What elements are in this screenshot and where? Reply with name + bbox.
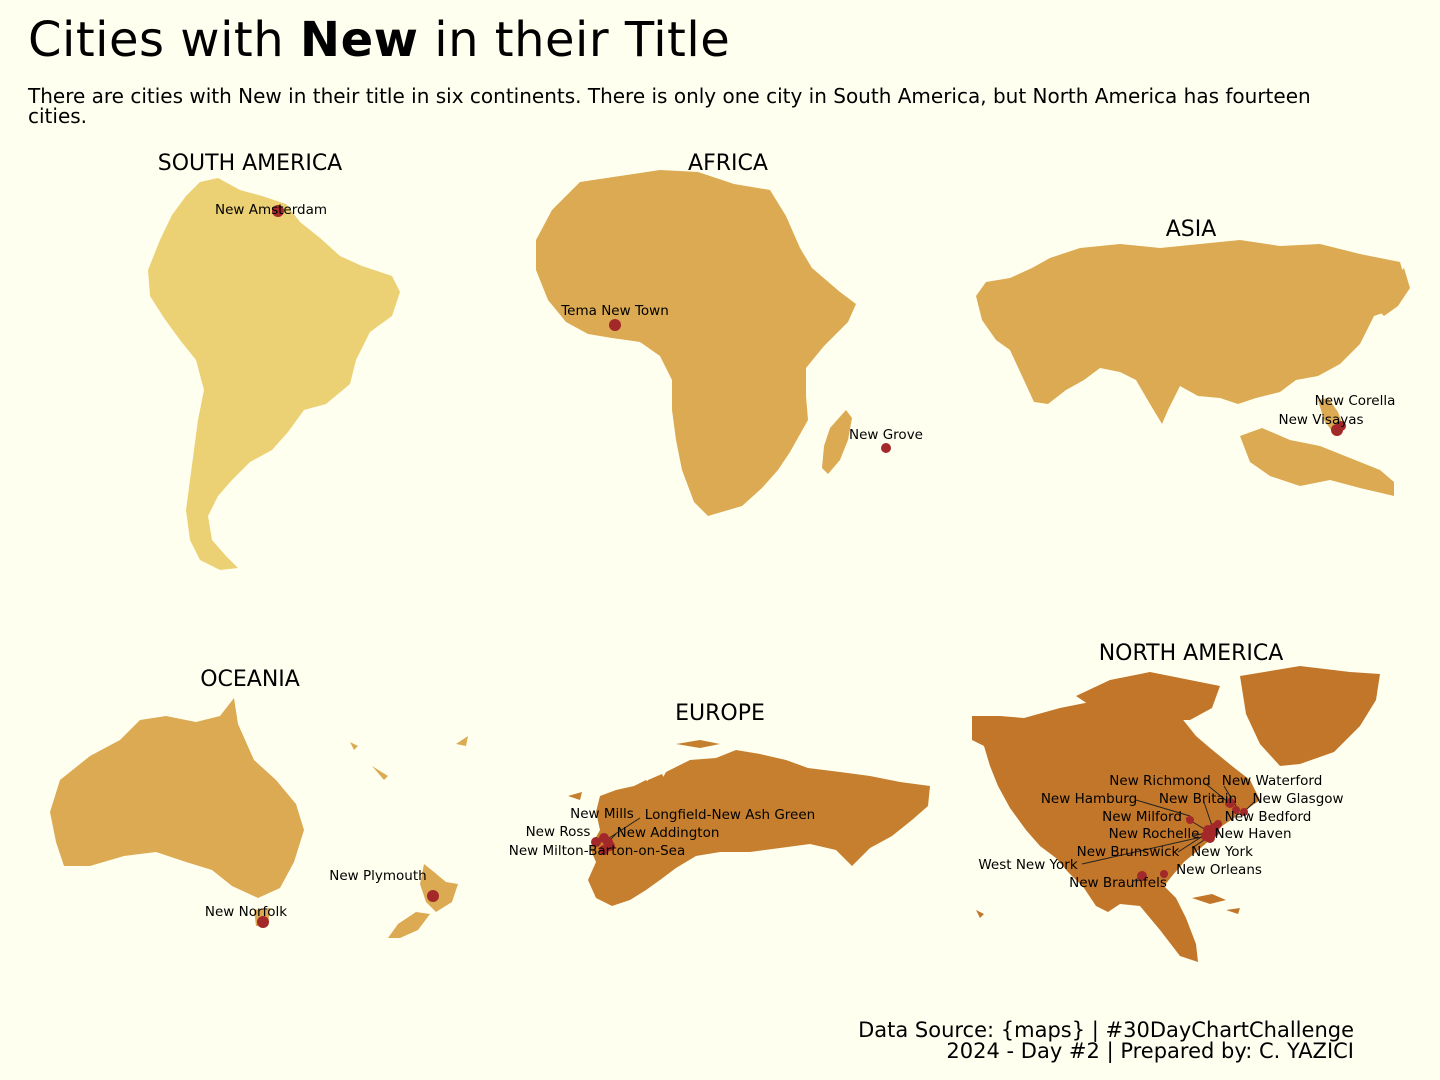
city-label-new-amsterdam: New Amsterdam	[215, 202, 327, 218]
city-label-west-new-york: West New York	[978, 857, 1077, 873]
city-label-new-milford: New Milford	[1102, 809, 1182, 825]
city-label-new-hamburg: New Hamburg	[1041, 791, 1137, 807]
caribbean-shape	[976, 894, 1240, 918]
city-label-new-glasgow: New Glasgow	[1252, 791, 1343, 807]
australia-shape	[50, 698, 304, 898]
asia-shape	[976, 240, 1408, 424]
city-dot-new-glasgow	[1240, 808, 1248, 816]
madagascar-shape	[822, 410, 852, 474]
city-label-new-norfolk: New Norfolk	[205, 904, 287, 920]
city-label-new-grove: New Grove	[849, 427, 923, 443]
city-label-new-waterford: New Waterford	[1222, 773, 1323, 789]
city-dot-new-braunfels	[1137, 871, 1147, 881]
leader-west-new-york	[1081, 835, 1207, 865]
leader-new-britain	[1203, 801, 1213, 827]
city-dot-new-plymouth	[427, 890, 439, 902]
city-label-tema-new-town: Tema New Town	[560, 303, 669, 319]
leader-new-hamburg	[1135, 799, 1191, 817]
city-dot-new-grove	[881, 443, 891, 453]
city-label-new-orleans: New Orleans	[1176, 862, 1262, 878]
asia-panel: ASIA New Corella New Visayas	[976, 217, 1410, 496]
leader-longfield-new-ash-green	[605, 817, 641, 841]
city-label-new-milton-barton-on-sea: New Milton-Barton-on-Sea	[509, 843, 686, 859]
city-label-new-brunswick: New Brunswick	[1077, 844, 1180, 860]
title-suffix: in their Title	[418, 12, 731, 68]
continent-title-oceania: OCEANIA	[200, 667, 300, 692]
north-america-panel: NORTH AMERICA New Richmond New W	[972, 641, 1380, 962]
oceania-panel: OCEANIA New Plymouth New Norfolk	[50, 667, 468, 938]
africa-shape	[536, 170, 856, 516]
city-dot-new-orleans	[1160, 870, 1168, 878]
southeast-asia-islands-shape	[1240, 428, 1394, 496]
leader-new-richmond	[1205, 783, 1229, 803]
europe-russia-shape	[588, 750, 930, 906]
caption-credit: 2024 - Day #2 | Prepared by: C. YAZICI	[946, 1039, 1354, 1063]
city-dot-new-corella	[1336, 421, 1346, 431]
north-america-shape	[972, 700, 1260, 962]
city-dot-new-waterford	[1232, 806, 1240, 814]
africa-panel: AFRICA Tema New Town New Grove	[536, 151, 923, 516]
city-label-new-mills: New Mills	[570, 806, 634, 822]
continent-title-north-america: NORTH AMERICA	[1099, 641, 1284, 666]
continent-title-africa: AFRICA	[688, 151, 768, 176]
city-label-new-braunfels: New Braunfels	[1069, 875, 1167, 891]
south-america-panel: SOUTH AMERICA New Amsterdam	[148, 151, 400, 570]
city-label-new-ross: New Ross	[526, 824, 591, 840]
scandinavia-shape	[640, 774, 668, 810]
south-america-shape	[148, 178, 400, 570]
city-label-new-richmond: New Richmond	[1109, 773, 1210, 789]
city-dot-west-new-york	[1204, 833, 1212, 841]
caption-data-source: Data Source: {maps} | #30DayChartChallen…	[858, 1018, 1354, 1042]
city-label-new-rochelle: New Rochelle	[1109, 826, 1200, 842]
city-label-longfield-new-ash-green: Longfield-New Ash Green	[645, 807, 815, 823]
city-label-new-britain: New Britain	[1159, 791, 1237, 807]
page-title: Cities with New in their Title	[28, 12, 730, 68]
caption: Data Source: {maps} | #30DayChartChallen…	[858, 1020, 1354, 1062]
title-highlight: New	[299, 12, 419, 68]
continent-title-asia: ASIA	[1166, 217, 1217, 242]
city-dot-new-richmond	[1225, 798, 1235, 808]
city-dot-new-hamburg	[1186, 816, 1194, 824]
north-america-leader-lines	[1081, 783, 1255, 883]
continent-title-europe: EUROPE	[675, 701, 765, 726]
city-label-new-addington: New Addington	[617, 825, 720, 841]
city-label-new-york: New York	[1191, 844, 1253, 860]
subtitle: There are cities with New in their title…	[28, 84, 1311, 128]
city-label-new-bedford: New Bedford	[1225, 809, 1312, 825]
city-label-new-corella: New Corella	[1315, 393, 1396, 409]
title-prefix: Cities with	[28, 12, 300, 68]
arctic-archipelago-shape	[1076, 672, 1220, 720]
greenland-shape	[1240, 666, 1380, 766]
europe-panel: EUROPE New Mills Longfield-New Ash Green…	[509, 701, 930, 906]
continent-title-south-america: SOUTH AMERICA	[158, 151, 342, 176]
new-zealand-shape	[388, 864, 458, 938]
city-label-new-haven: New Haven	[1214, 826, 1291, 842]
city-label-new-plymouth: New Plymouth	[329, 868, 426, 884]
pacific-islands-shape	[350, 736, 468, 780]
city-dot-new-ross	[591, 837, 601, 847]
japan-shape	[1374, 268, 1410, 316]
city-label-new-visayas: New Visayas	[1278, 412, 1363, 428]
city-dot-new-bedford	[1214, 820, 1222, 828]
city-dot-tema-new-town	[609, 319, 621, 331]
city-dot-new-amsterdam	[272, 205, 284, 217]
city-dot-new-milton-barton-on-sea	[599, 845, 609, 855]
city-dot-new-norfolk	[257, 916, 269, 928]
